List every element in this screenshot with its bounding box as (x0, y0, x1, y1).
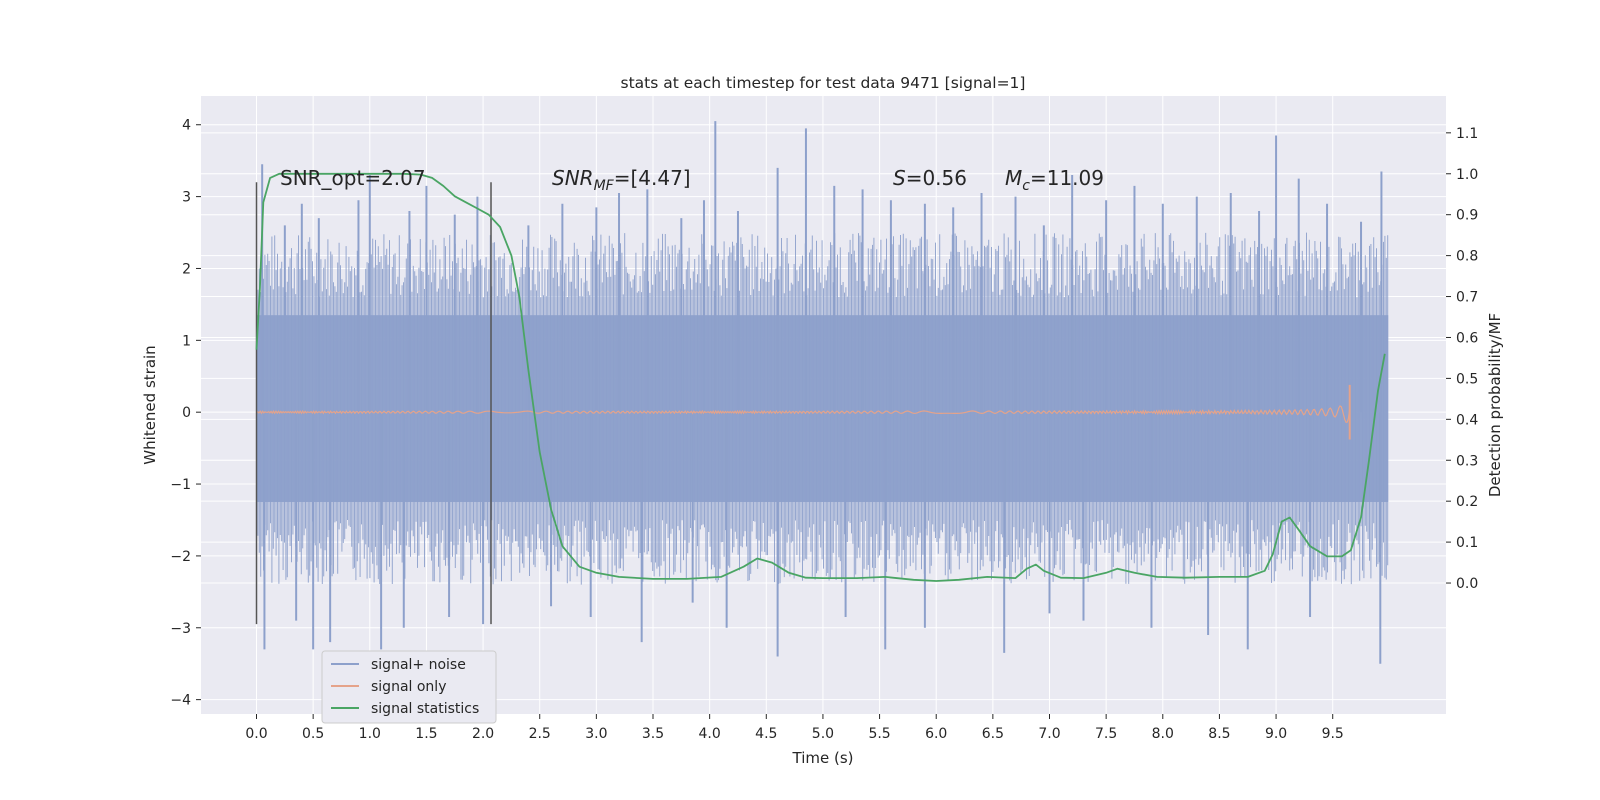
x-tick-label: 2.0 (472, 726, 494, 742)
legend-label-signal-statistics: signal statistics (371, 701, 479, 717)
series-signal-statistics (255, 172, 1386, 582)
y-tick-label: 1 (182, 333, 191, 349)
x-tick-label: 0.5 (302, 726, 324, 742)
x-tick-label: 6.0 (925, 726, 947, 742)
x-tick-label: 0.0 (245, 726, 267, 742)
tick-labels: 0.0 0.5 1.0 1.5 2.0 2.5 3.0 3.5 4.0 4.5 5.0 5.5 6.0 6… (170, 118, 1478, 742)
legend-label-signal-noise: signal+ noise (371, 657, 466, 673)
chart-title: stats at each timestep for test data 947… (621, 74, 1026, 92)
snr-mf-value: =[4.47] (614, 166, 691, 190)
y2-tick-label: 0.5 (1456, 371, 1478, 387)
x-tick-label: 7.0 (1038, 726, 1060, 742)
y-tick-label: −4 (170, 693, 191, 709)
y-tick-label: −2 (170, 549, 191, 565)
y2-tick-label: 0.3 (1456, 453, 1478, 469)
x-tick-label: 9.5 (1322, 726, 1344, 742)
snr-mf-subscript: MF (594, 178, 615, 194)
signal-statistics-trace (255, 172, 1386, 582)
y2-tick-label: 1.1 (1456, 126, 1478, 142)
mc-symbol: M (1005, 166, 1022, 190)
series-signal-only (256, 384, 1351, 440)
y2-tick-label: 0.6 (1456, 330, 1478, 346)
x-tick-label: 4.0 (699, 726, 721, 742)
y2-axis-label: Detection probability/MF (1486, 313, 1504, 497)
x-tick-label: 5.5 (868, 726, 890, 742)
y2-tick-label: 0.0 (1456, 576, 1478, 592)
x-axis-label: Time (s) (792, 749, 854, 767)
x-tick-label: 3.5 (642, 726, 664, 742)
s-value: =0.56 (906, 166, 967, 190)
mc-annotation: Mc=11.09 (1005, 166, 1104, 194)
s-symbol: S (893, 166, 906, 190)
snr-mf-annotation: SNRMF=[4.47] (552, 166, 691, 194)
x-tick-label: 8.5 (1208, 726, 1230, 742)
x-tick-label: 6.5 (982, 726, 1004, 742)
x-tick-label: 7.5 (1095, 726, 1117, 742)
y-tick-label: 4 (182, 118, 191, 134)
vertical-markers (255, 182, 492, 625)
x-tick-label: 1.5 (415, 726, 437, 742)
y-tick-label: 0 (182, 405, 191, 421)
y2-tick-label: 1.0 (1456, 167, 1478, 183)
y2-tick-label: 0.1 (1456, 535, 1478, 551)
x-tick-label: 5.0 (812, 726, 834, 742)
legend-label-signal-only: signal only (371, 679, 446, 695)
x-tick-label: 9.0 (1265, 726, 1287, 742)
x-tick-label: 3.0 (585, 726, 607, 742)
legend-box (321, 650, 497, 724)
y-tick-label: 3 (182, 190, 191, 206)
y-tick-label: −1 (170, 477, 191, 493)
s-annotation: S=0.56 (893, 166, 967, 190)
mc-value: =11.09 (1030, 166, 1104, 190)
x-tick-label: 2.5 (529, 726, 551, 742)
y2-tick-label: 0.9 (1456, 208, 1478, 224)
x-tick-label: 4.5 (755, 726, 777, 742)
y-tick-label: 2 (182, 261, 191, 277)
mc-subscript: c (1022, 178, 1030, 194)
signal-only-trace (256, 405, 1351, 424)
snr-opt-annotation: SNR_opt=2.07 (280, 166, 426, 190)
series-signal-noise (256, 121, 1389, 664)
x-tick-label: 8.0 (1152, 726, 1174, 742)
y2-tick-label: 0.4 (1456, 412, 1478, 428)
x-tick-label: 1.0 (359, 726, 381, 742)
snr-mf-symbol: SNR (552, 166, 594, 190)
y2-tick-label: 0.8 (1456, 249, 1478, 265)
y-axis-label: Whitened strain (141, 345, 159, 464)
y2-tick-label: 0.2 (1456, 494, 1478, 510)
y2-tick-label: 0.7 (1456, 290, 1478, 306)
legend: signal+ noise signal only signal statist… (321, 650, 497, 724)
y-tick-label: −3 (170, 621, 191, 637)
